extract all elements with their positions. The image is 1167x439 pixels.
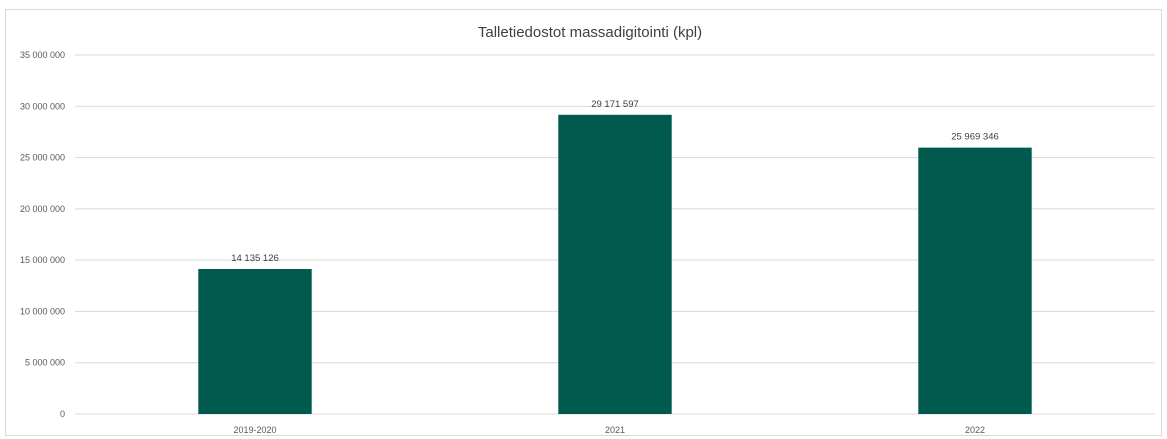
data-labels: 14 135 126 29 171 597 25 969 346 <box>231 99 999 264</box>
data-label: 29 171 597 <box>591 99 639 110</box>
bar <box>918 147 1032 414</box>
y-tick-label: 10 000 000 <box>20 306 65 316</box>
y-tick-label: 0 <box>60 409 65 419</box>
x-tick-label: 2019-2020 <box>233 425 276 435</box>
y-tick-label: 15 000 000 <box>20 255 65 265</box>
chart-title: Talletiedostot massadigitointi (kpl) <box>478 24 702 41</box>
x-tick-label: 2021 <box>605 425 625 435</box>
x-tick-label: 2022 <box>965 425 985 435</box>
x-axis-ticks: 2019-2020 2021 2022 <box>233 425 985 435</box>
y-tick-label: 30 000 000 <box>20 101 65 111</box>
y-tick-label: 20 000 000 <box>20 204 65 214</box>
bar <box>198 269 312 414</box>
bar <box>558 114 672 414</box>
y-tick-label: 25 000 000 <box>20 153 65 163</box>
data-label: 25 969 346 <box>951 132 999 143</box>
y-tick-label: 35 000 000 <box>20 50 65 60</box>
y-tick-label: 5 000 000 <box>25 358 65 368</box>
data-label: 14 135 126 <box>231 253 279 264</box>
y-axis-ticks: 0 5 000 000 10 000 000 15 000 000 20 000 000… <box>20 50 65 419</box>
bars <box>198 114 1032 414</box>
